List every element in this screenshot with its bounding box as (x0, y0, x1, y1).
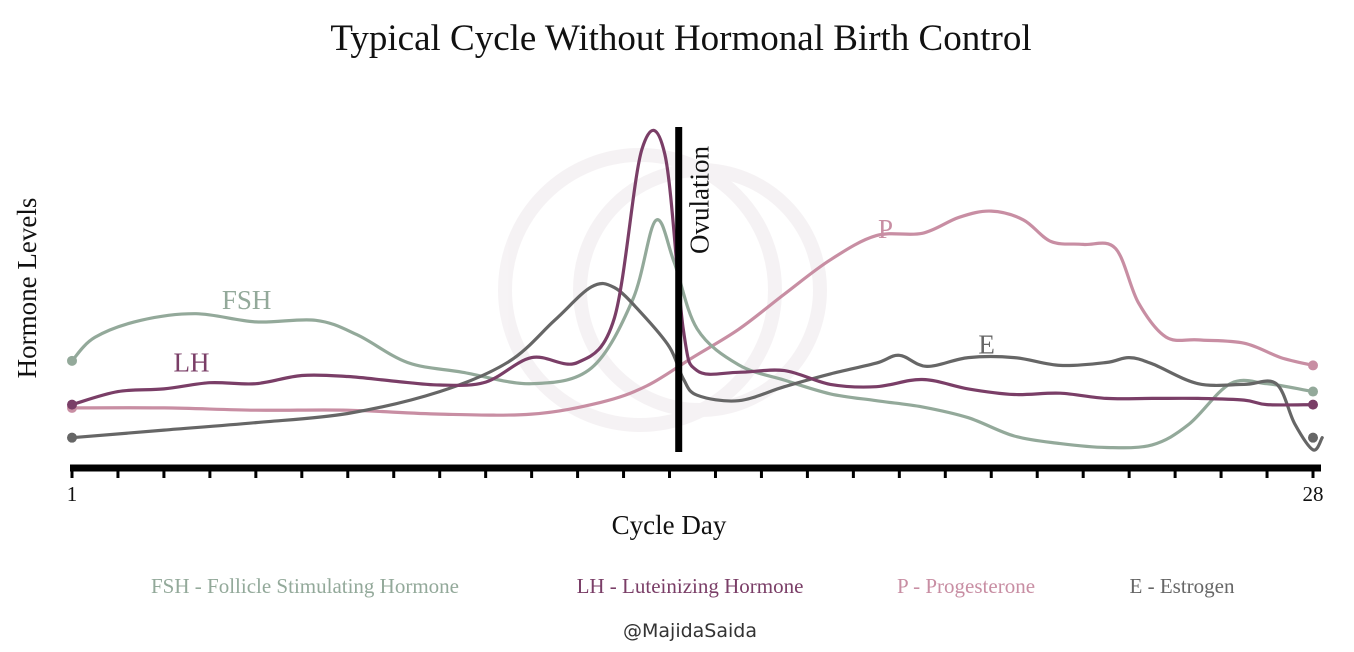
x-tick-label: 1 (67, 482, 78, 506)
p-line (70, 209, 1315, 417)
lh-start-point (67, 399, 77, 410)
x-axis-title: Cycle Day (612, 510, 727, 540)
e-end-point (1308, 432, 1318, 443)
legend-item-p: P - Progesterone (897, 574, 1035, 598)
fsh-line (70, 218, 1315, 450)
legend-item-lh: LH - Luteinizing Hormone (577, 574, 804, 598)
x-axis-ticks: 1 28 (67, 468, 1324, 506)
e-start-point (67, 432, 77, 443)
fsh-start-point (67, 355, 77, 366)
fsh-end-point (1308, 386, 1318, 397)
p-end-point (1308, 360, 1318, 371)
lh-series-label: LH (174, 348, 210, 378)
y-axis-title: Hormone Levels (12, 198, 42, 379)
ovulation-marker: Ovulation (675, 127, 715, 452)
fsh-series-label: FSH (222, 285, 272, 315)
legend-item-fsh: FSH - Follicle Stimulating Hormone (151, 574, 459, 598)
credit-handle: @MajidaSaida (623, 620, 757, 642)
chart-title: Typical Cycle Without Hormonal Birth Con… (330, 18, 1031, 59)
ovulation-label: Ovulation (685, 146, 715, 254)
e-series-label: E (978, 330, 995, 360)
x-tick-label: 28 (1303, 482, 1324, 506)
x-axis: 1 28 (67, 464, 1324, 506)
lh-end-point (1308, 399, 1318, 410)
legend: FSH - Follicle Stimulating Hormone LH - L… (151, 574, 1235, 598)
legend-item-e: E - Estrogen (1130, 574, 1235, 598)
watermark-logo (498, 148, 827, 432)
p-series-label: P (878, 214, 893, 244)
series-labels: FSH LH P E (174, 214, 995, 378)
